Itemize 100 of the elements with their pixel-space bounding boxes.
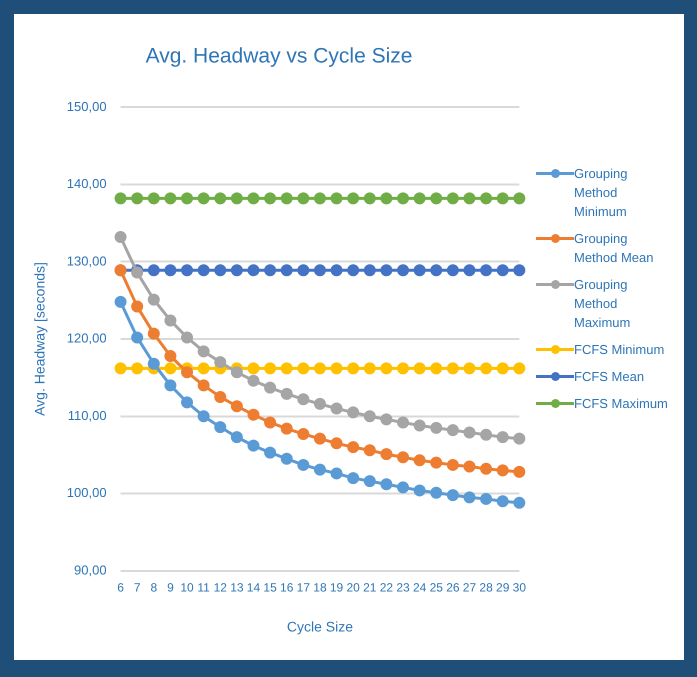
- point: [347, 441, 360, 454]
- legend-label: Grouping Method Minimum: [574, 165, 628, 221]
- point: [380, 192, 392, 204]
- point: [496, 264, 509, 276]
- point: [480, 264, 492, 276]
- point: [496, 431, 509, 444]
- y-tick-label: 110,00: [68, 408, 107, 423]
- point: [297, 458, 310, 471]
- point: [297, 428, 310, 440]
- point: [264, 362, 276, 374]
- point: [414, 362, 426, 374]
- x-tick-label: 28: [479, 580, 494, 594]
- point: [480, 428, 492, 441]
- point: [264, 382, 276, 394]
- point: [230, 264, 243, 276]
- point: [380, 413, 392, 426]
- point: [164, 192, 176, 204]
- point: [247, 440, 260, 452]
- point: [247, 192, 260, 204]
- point: [347, 192, 360, 204]
- point: [314, 264, 326, 276]
- point: [314, 398, 326, 410]
- point: [164, 314, 176, 326]
- point: [446, 489, 459, 502]
- legend-label: Grouping Method Maximum: [574, 276, 632, 332]
- point: [380, 264, 392, 276]
- point: [430, 456, 442, 469]
- point: [330, 192, 343, 204]
- point: [347, 472, 360, 484]
- point: [446, 192, 459, 204]
- x-tick-label: 26: [446, 580, 460, 594]
- x-tick-label: 25: [430, 580, 444, 594]
- point: [397, 416, 410, 428]
- point: [198, 362, 210, 374]
- point: [314, 362, 326, 374]
- point: [230, 192, 243, 204]
- point: [247, 362, 260, 374]
- legend-label: FCFS Minimum: [574, 341, 664, 359]
- point: [297, 393, 310, 406]
- x-axis-title: Cycle Size: [286, 618, 354, 634]
- point: [513, 466, 526, 478]
- x-tick-label: 16: [280, 580, 294, 594]
- point: [181, 192, 194, 204]
- point: [330, 402, 343, 415]
- point: [148, 264, 160, 276]
- point: [430, 264, 442, 276]
- point: [480, 462, 492, 475]
- point: [463, 264, 476, 276]
- point: [114, 192, 127, 204]
- point: [314, 432, 326, 445]
- point: [347, 362, 360, 374]
- point: [280, 192, 293, 204]
- point: [280, 264, 293, 276]
- point: [214, 192, 226, 204]
- legend-label: FCFS Mean: [574, 368, 644, 386]
- point: [198, 264, 210, 276]
- point: [446, 362, 459, 374]
- point: [364, 192, 376, 204]
- point: [114, 296, 127, 308]
- point: [364, 410, 376, 422]
- legend-label: Grouping Method Mean: [574, 230, 654, 267]
- y-axis-title: Avg. Headway [seconds]: [31, 262, 48, 416]
- point: [330, 437, 343, 450]
- x-tick-label: 9: [167, 580, 174, 594]
- x-tick-label: 20: [346, 580, 360, 594]
- point: [131, 362, 144, 374]
- y-tick-label: 120,00: [66, 330, 107, 346]
- point: [164, 350, 176, 362]
- point: [380, 448, 392, 460]
- point: [264, 446, 276, 459]
- point: [446, 458, 459, 471]
- point: [148, 358, 160, 370]
- point: [230, 366, 243, 378]
- point: [297, 362, 310, 374]
- point: [480, 362, 492, 374]
- point: [264, 264, 276, 276]
- point: [214, 421, 226, 434]
- x-tick-label: 8: [150, 580, 158, 594]
- x-tick-label: 13: [230, 580, 244, 594]
- point: [330, 264, 343, 276]
- point: [330, 467, 343, 480]
- chart-title: Avg. Headway vs Cycle Size: [146, 44, 412, 68]
- point: [364, 362, 376, 374]
- point: [364, 475, 376, 488]
- point: [347, 406, 360, 418]
- point: [164, 362, 176, 374]
- point: [181, 366, 194, 378]
- point: [164, 264, 176, 276]
- x-tick-label: 19: [330, 580, 344, 594]
- y-tick-label: 140,00: [66, 176, 107, 192]
- point: [280, 362, 293, 374]
- x-tick-label: 30: [512, 580, 526, 594]
- point: [414, 192, 426, 204]
- point: [513, 264, 526, 276]
- x-tick-label: 10: [180, 580, 194, 594]
- x-tick-label: 15: [263, 580, 278, 594]
- point: [114, 362, 127, 374]
- point: [397, 362, 410, 374]
- point: [280, 388, 293, 400]
- point: [181, 396, 194, 408]
